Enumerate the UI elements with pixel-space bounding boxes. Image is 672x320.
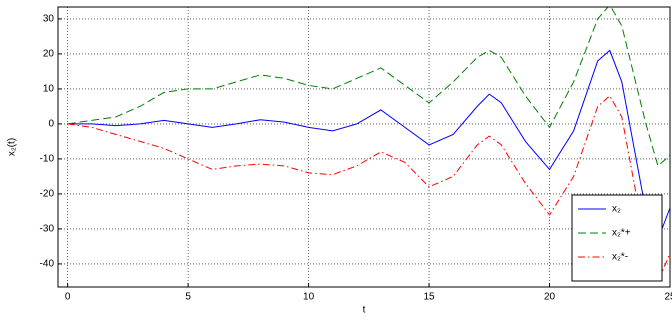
x-tick-label: 15 bbox=[423, 292, 435, 303]
x-tick-label: 10 bbox=[303, 292, 315, 303]
y-tick-label: -20 bbox=[40, 189, 55, 200]
legend-label: x₂*+ bbox=[612, 228, 631, 239]
line-series bbox=[67, 49, 670, 241]
y-tick-label: 30 bbox=[43, 14, 55, 25]
y-tick-label: -30 bbox=[40, 224, 55, 235]
x-tick-label: 25 bbox=[664, 292, 672, 303]
x-axis-label: t bbox=[363, 305, 366, 316]
x-tick-label: 5 bbox=[185, 292, 191, 303]
y-tick-label: -40 bbox=[40, 259, 55, 270]
y-tick-label: 10 bbox=[43, 84, 55, 95]
y-tick-label: -10 bbox=[40, 154, 55, 165]
y-tick-label: 20 bbox=[43, 49, 55, 60]
line-series bbox=[67, 7, 670, 167]
y-axis-label: x₂(t) bbox=[7, 138, 18, 156]
x-tick-label: 20 bbox=[544, 292, 556, 303]
y-tick-label: 0 bbox=[48, 119, 54, 130]
legend-label: x₂*- bbox=[612, 252, 628, 263]
line-series bbox=[67, 95, 670, 283]
x-tick-label: 0 bbox=[65, 292, 71, 303]
legend-label: x₂ bbox=[612, 204, 621, 215]
plot-frame bbox=[57, 6, 671, 288]
